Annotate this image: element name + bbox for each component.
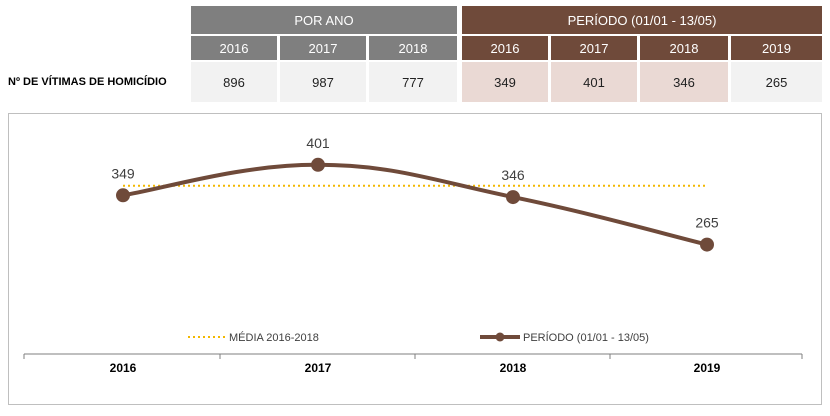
x-tick-label-2017: 2017 — [305, 361, 332, 375]
value-periodo-2019: 265 — [731, 62, 822, 102]
value-periodo-2016: 349 — [462, 62, 548, 102]
legend-periodo-label: PERÍODO (01/01 - 13/05) — [523, 331, 649, 344]
data-label-2016: 349 — [111, 165, 135, 181]
data-point-2016 — [116, 188, 130, 203]
header-periodo: PERÍODO (01/01 - 13/05) — [462, 6, 822, 34]
data-point-2017 — [311, 157, 325, 172]
x-tick-label-2016: 2016 — [110, 361, 137, 375]
year-header-periodo-2016: 2016 — [462, 36, 548, 60]
value-periodo-2017: 401 — [551, 62, 637, 102]
legend-periodo-marker — [495, 332, 505, 342]
chart-frame — [8, 113, 822, 405]
year-header-periodo-2018: 2018 — [640, 36, 728, 60]
year-header-periodo-2017: 2017 — [551, 36, 637, 60]
row-label-homicidios: Nº DE VÍTIMAS DE HOMICÍDIO — [8, 76, 167, 88]
value-por-ano-2017: 987 — [280, 62, 366, 102]
data-label-2018: 346 — [501, 167, 525, 183]
legend-media-label: MÉDIA 2016-2018 — [229, 331, 319, 344]
data-label-2017: 401 — [306, 135, 330, 151]
year-header-por-ano-2018: 2018 — [369, 36, 457, 60]
data-label-2019: 265 — [695, 215, 719, 231]
year-header-por-ano-2016: 2016 — [191, 36, 277, 60]
series-periodo-line — [122, 162, 708, 247]
value-por-ano-2016: 896 — [191, 62, 277, 102]
value-periodo-2018: 346 — [640, 62, 728, 102]
x-tick-label-2019: 2019 — [694, 361, 721, 375]
year-header-periodo-2019: 2019 — [731, 36, 822, 60]
value-por-ano-2018: 777 — [369, 62, 457, 102]
header-por-ano: POR ANO — [191, 6, 457, 34]
year-header-por-ano-2017: 2017 — [280, 36, 366, 60]
x-tick-label-2018: 2018 — [500, 361, 527, 375]
data-point-2018 — [506, 190, 520, 205]
data-point-2019 — [700, 237, 714, 252]
